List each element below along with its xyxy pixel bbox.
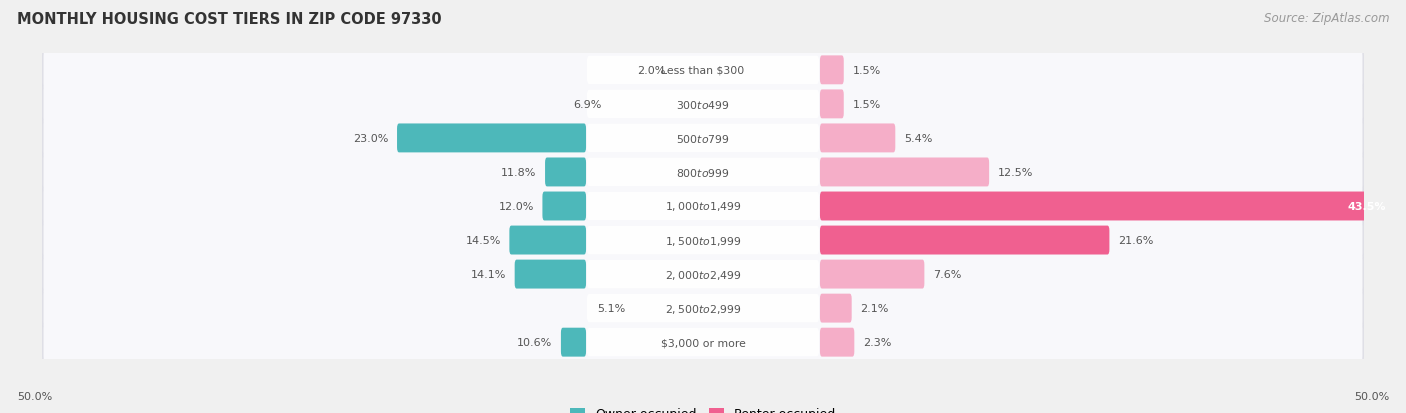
Text: 7.6%: 7.6%: [934, 269, 962, 280]
Text: $1,500 to $1,999: $1,500 to $1,999: [665, 234, 741, 247]
FancyBboxPatch shape: [396, 124, 586, 153]
FancyBboxPatch shape: [44, 186, 1362, 227]
FancyBboxPatch shape: [44, 322, 1362, 363]
FancyBboxPatch shape: [586, 159, 820, 187]
FancyBboxPatch shape: [509, 226, 586, 255]
FancyBboxPatch shape: [42, 284, 1364, 332]
FancyBboxPatch shape: [42, 81, 1364, 129]
FancyBboxPatch shape: [42, 148, 1364, 197]
Text: 14.5%: 14.5%: [465, 235, 501, 245]
Text: 2.1%: 2.1%: [860, 304, 889, 313]
FancyBboxPatch shape: [44, 84, 1362, 125]
Text: 43.5%: 43.5%: [1348, 202, 1386, 211]
FancyBboxPatch shape: [586, 328, 820, 356]
FancyBboxPatch shape: [820, 90, 844, 119]
FancyBboxPatch shape: [546, 158, 586, 187]
FancyBboxPatch shape: [42, 47, 1364, 95]
Text: $2,000 to $2,499: $2,000 to $2,499: [665, 268, 741, 281]
FancyBboxPatch shape: [44, 254, 1362, 295]
Text: $500 to $799: $500 to $799: [676, 133, 730, 145]
Text: 1.5%: 1.5%: [852, 66, 880, 76]
Text: 5.4%: 5.4%: [904, 133, 932, 144]
FancyBboxPatch shape: [820, 158, 990, 187]
FancyBboxPatch shape: [44, 220, 1362, 261]
Legend: Owner-occupied, Renter-occupied: Owner-occupied, Renter-occupied: [569, 407, 837, 413]
FancyBboxPatch shape: [42, 114, 1364, 163]
FancyBboxPatch shape: [820, 226, 1109, 255]
Text: 50.0%: 50.0%: [1354, 391, 1389, 401]
FancyBboxPatch shape: [44, 118, 1362, 159]
Text: $800 to $999: $800 to $999: [676, 166, 730, 178]
FancyBboxPatch shape: [820, 56, 844, 85]
Text: $2,500 to $2,999: $2,500 to $2,999: [665, 302, 741, 315]
Text: $3,000 or more: $3,000 or more: [661, 337, 745, 347]
Text: Source: ZipAtlas.com: Source: ZipAtlas.com: [1264, 12, 1389, 25]
Text: MONTHLY HOUSING COST TIERS IN ZIP CODE 97330: MONTHLY HOUSING COST TIERS IN ZIP CODE 9…: [17, 12, 441, 27]
FancyBboxPatch shape: [820, 328, 855, 357]
FancyBboxPatch shape: [42, 250, 1364, 299]
Text: 2.3%: 2.3%: [863, 337, 891, 347]
Text: 11.8%: 11.8%: [501, 168, 537, 178]
FancyBboxPatch shape: [586, 226, 820, 254]
FancyBboxPatch shape: [42, 318, 1364, 366]
FancyBboxPatch shape: [820, 294, 852, 323]
Text: 1.5%: 1.5%: [852, 100, 880, 109]
Text: 50.0%: 50.0%: [17, 391, 52, 401]
FancyBboxPatch shape: [586, 90, 820, 119]
FancyBboxPatch shape: [44, 152, 1362, 193]
FancyBboxPatch shape: [586, 124, 820, 153]
FancyBboxPatch shape: [820, 192, 1399, 221]
Text: 10.6%: 10.6%: [517, 337, 553, 347]
FancyBboxPatch shape: [515, 260, 586, 289]
FancyBboxPatch shape: [42, 183, 1364, 230]
FancyBboxPatch shape: [561, 328, 586, 357]
Text: 2.0%: 2.0%: [637, 66, 666, 76]
Text: $300 to $499: $300 to $499: [676, 99, 730, 111]
FancyBboxPatch shape: [820, 260, 924, 289]
FancyBboxPatch shape: [586, 57, 820, 85]
FancyBboxPatch shape: [586, 260, 820, 289]
Text: 12.5%: 12.5%: [998, 168, 1033, 178]
Text: 21.6%: 21.6%: [1118, 235, 1153, 245]
FancyBboxPatch shape: [820, 124, 896, 153]
FancyBboxPatch shape: [42, 216, 1364, 265]
Text: 5.1%: 5.1%: [596, 304, 626, 313]
Text: 23.0%: 23.0%: [353, 133, 388, 144]
FancyBboxPatch shape: [543, 192, 586, 221]
Text: $1,000 to $1,499: $1,000 to $1,499: [665, 200, 741, 213]
FancyBboxPatch shape: [44, 50, 1362, 91]
FancyBboxPatch shape: [44, 288, 1362, 329]
Text: Less than $300: Less than $300: [661, 66, 745, 76]
Text: 6.9%: 6.9%: [572, 100, 602, 109]
Text: 14.1%: 14.1%: [471, 269, 506, 280]
FancyBboxPatch shape: [586, 192, 820, 221]
FancyBboxPatch shape: [586, 294, 820, 323]
Text: 12.0%: 12.0%: [499, 202, 534, 211]
